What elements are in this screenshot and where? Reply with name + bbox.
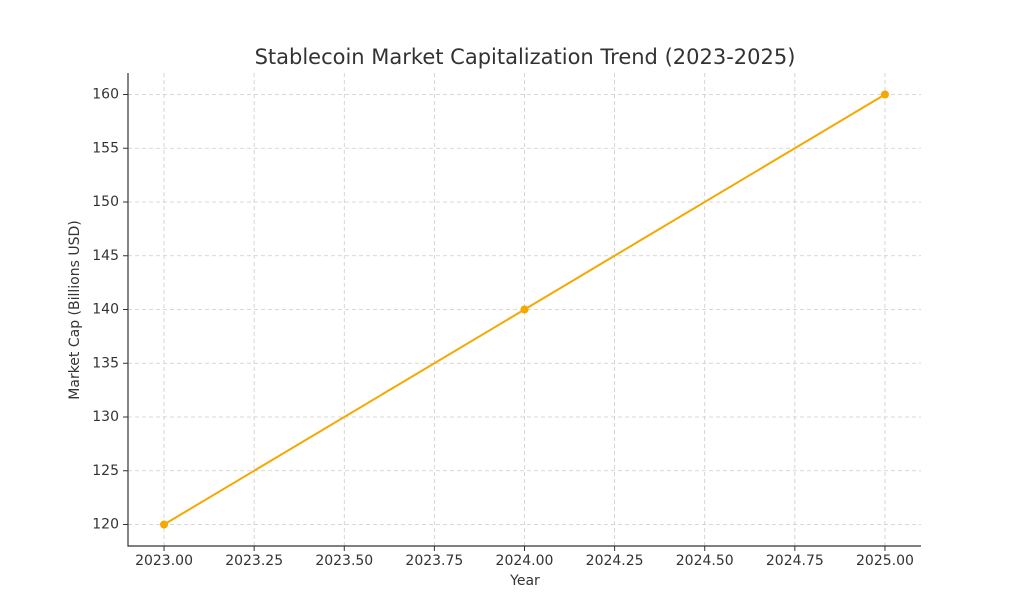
y-tick-label: 155 — [92, 140, 119, 156]
y-tick-label: 150 — [92, 194, 119, 210]
x-tick-label: 2023.00 — [135, 553, 193, 569]
x-tick-label: 2024.50 — [676, 553, 734, 569]
chart-title: Stablecoin Market Capitalization Trend (… — [255, 45, 796, 69]
x-axis-label: Year — [509, 573, 540, 589]
y-tick-label: 160 — [92, 87, 119, 103]
x-tick-label: 2024.00 — [496, 553, 554, 569]
x-tick-label: 2024.25 — [586, 553, 644, 569]
y-tick-label: 135 — [92, 355, 119, 371]
x-tick-label: 2023.75 — [405, 553, 463, 569]
x-tick-label: 2025.00 — [856, 553, 914, 569]
y-axis-label: Market Cap (Billions USD) — [67, 220, 83, 399]
y-tick-label: 140 — [92, 302, 119, 318]
y-tick-label: 130 — [92, 409, 119, 425]
data-point — [880, 90, 889, 99]
y-tick-label: 125 — [92, 463, 119, 479]
data-point — [160, 520, 169, 529]
x-tick-label: 2023.25 — [225, 553, 283, 569]
x-tick-label: 2024.75 — [766, 553, 824, 569]
y-tick-label: 145 — [92, 248, 119, 264]
axes-frame — [127, 73, 921, 547]
y-tick-label: 120 — [92, 517, 119, 533]
x-tick-label: 2023.50 — [315, 553, 373, 569]
data-point — [520, 305, 529, 314]
